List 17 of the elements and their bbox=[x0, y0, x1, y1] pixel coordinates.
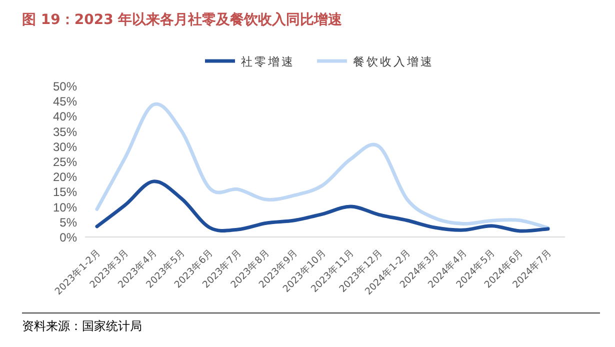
text: 资料来源：国家统计局 bbox=[22, 319, 142, 333]
y-tick-label: 35% bbox=[52, 124, 78, 139]
y-tick-label: 30% bbox=[52, 140, 78, 154]
y-tick-label: 40% bbox=[52, 110, 78, 124]
y-tick-label: 20% bbox=[52, 170, 78, 184]
legend-label: 社零增速 bbox=[241, 54, 295, 68]
legend-label: 餐饮收入增速 bbox=[353, 54, 434, 68]
y-tick-label: 50% bbox=[52, 80, 78, 94]
chart-title: 图 19：2023 年以来各月社零及餐饮收入同比增速 bbox=[22, 12, 344, 28]
y-tick-label: 10% bbox=[52, 200, 78, 214]
line-series bbox=[95, 102, 550, 230]
line-series bbox=[95, 180, 550, 233]
y-tick-label: 0% bbox=[60, 230, 78, 244]
y-tick-label: 5% bbox=[60, 215, 78, 230]
y-tick-label: 45% bbox=[52, 94, 78, 109]
y-tick-label: 25% bbox=[52, 155, 78, 169]
y-tick-label: 15% bbox=[52, 185, 78, 200]
